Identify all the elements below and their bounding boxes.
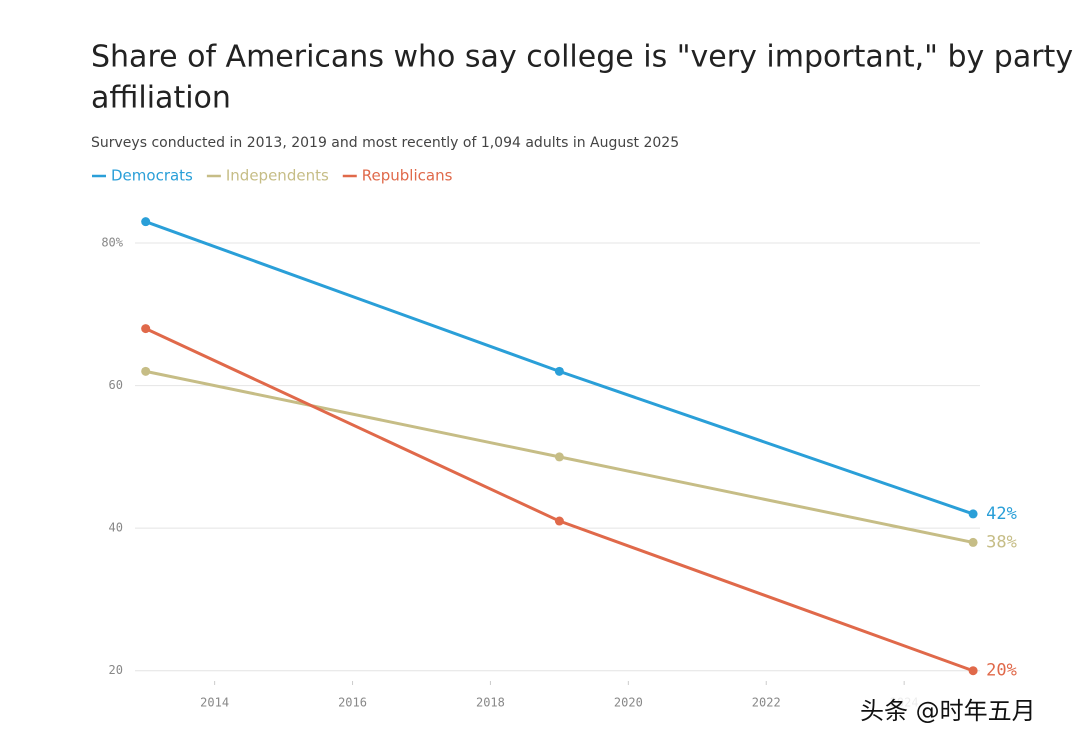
data-point [141, 217, 151, 227]
series-line [145, 327, 974, 673]
value-label: 20% [986, 661, 1017, 681]
x-tick-label: 2020 [614, 696, 643, 710]
y-tick-label: 80% [101, 236, 123, 250]
legend-label: Democrats [111, 167, 193, 185]
y-tick-label: 40 [109, 521, 123, 535]
x-tick-label: 2016 [338, 696, 367, 710]
x-tick-label: 2022 [752, 696, 781, 710]
x-tick-label: 2014 [200, 696, 229, 710]
data-point [554, 452, 564, 462]
data-point [554, 366, 564, 376]
chart-subtitle: Surveys conducted in 2013, 2019 and most… [91, 135, 679, 151]
value-label: 38% [986, 532, 1017, 552]
watermark-bg [850, 690, 1065, 732]
x-tick-label: 2018 [476, 696, 505, 710]
data-point [141, 366, 151, 376]
legend-label: Republicans [362, 167, 453, 185]
data-point [968, 509, 978, 519]
data-point [968, 666, 978, 676]
data-point [554, 516, 564, 526]
data-point [968, 537, 978, 547]
y-tick-label: 60 [109, 378, 123, 392]
value-label: 42% [986, 504, 1017, 524]
chart-title-line2: affiliation [91, 81, 231, 116]
y-tick-label: 20 [109, 663, 123, 677]
chart-title-line1: Share of Americans who say college is "v… [91, 40, 1073, 75]
data-point [141, 324, 151, 334]
watermark: 头条 @时年五月 [860, 697, 1036, 725]
legend-label: Independents [226, 167, 329, 185]
